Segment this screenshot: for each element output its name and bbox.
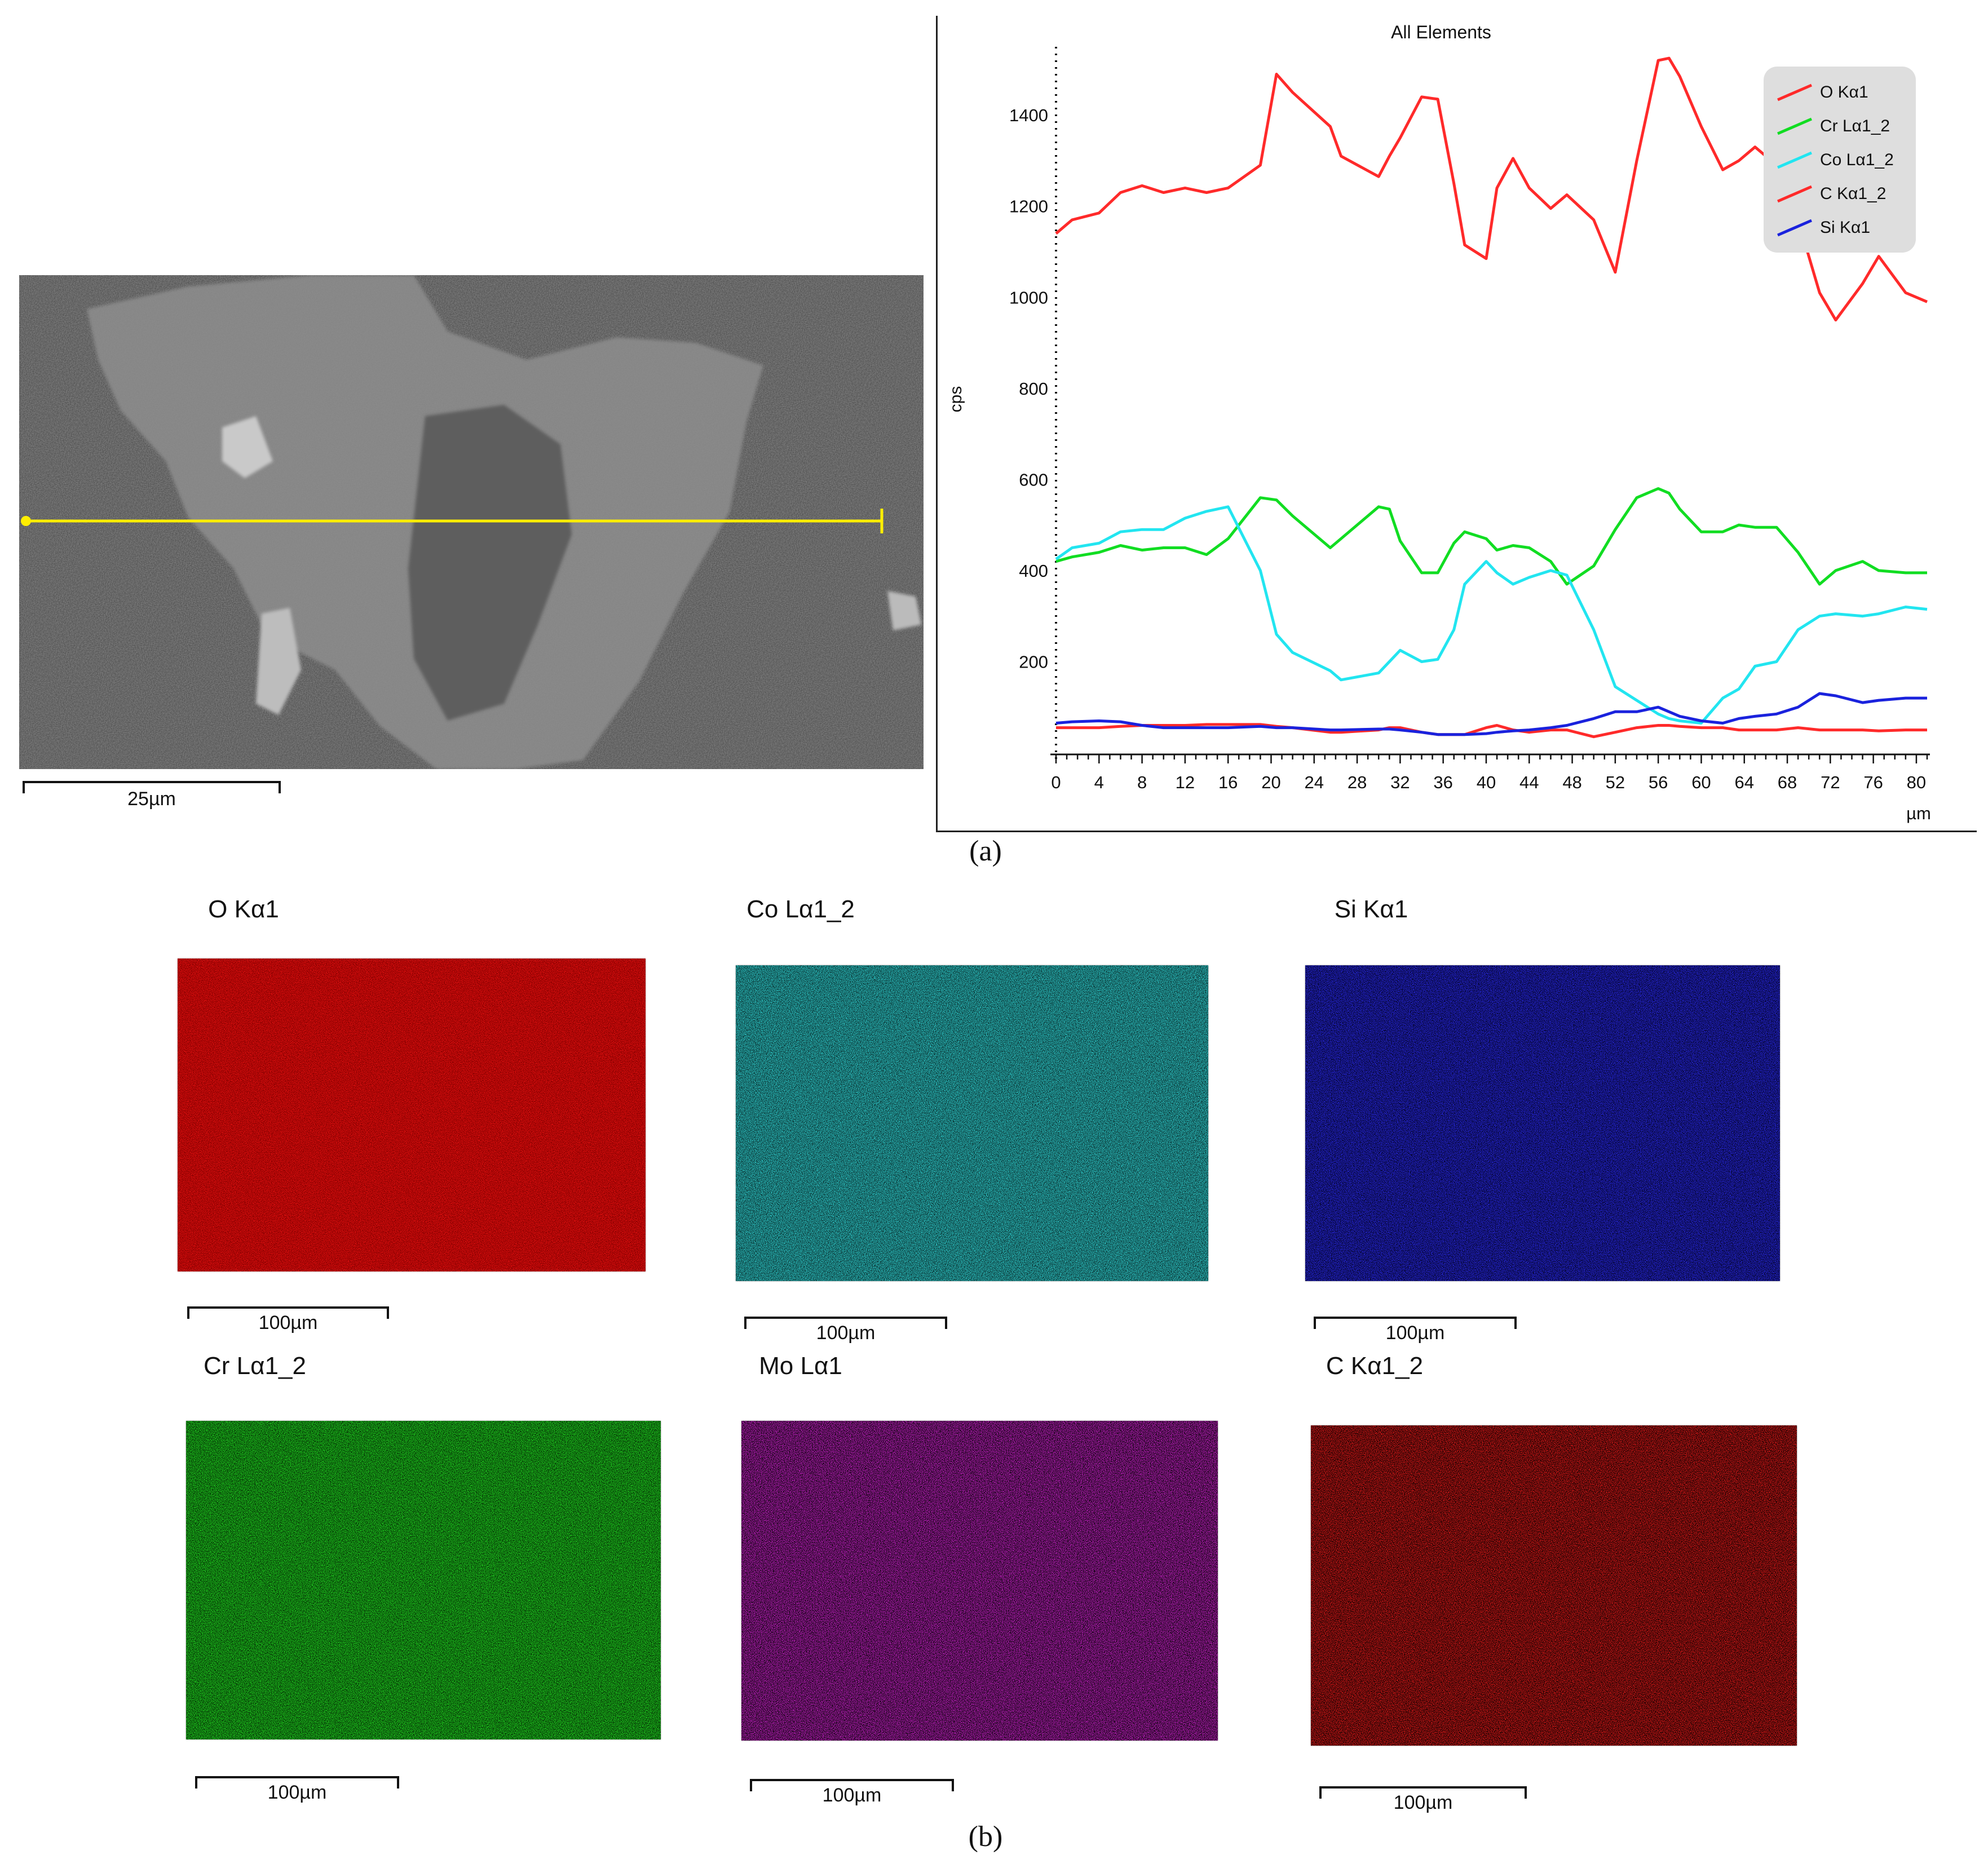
chart-title: All Elements (1391, 22, 1491, 42)
x-tick-label: 44 (1519, 772, 1539, 792)
legend-label: Co Lα1_2 (1820, 151, 1894, 169)
map-signal (1305, 965, 1780, 1281)
caption-b: (b) (968, 1821, 1003, 1853)
legend-label: O Kα1 (1820, 83, 1868, 101)
element-map-dots (736, 965, 1208, 1281)
series-line-3 (1056, 723, 1927, 739)
legend-label: Si Kα1 (1820, 218, 1870, 237)
element-map-dots (186, 1421, 661, 1739)
x-tick-label: 48 (1562, 772, 1581, 792)
sem-scale-label: 25µm (127, 788, 176, 810)
map-scale-bar (744, 1317, 947, 1329)
x-tick-label: 16 (1218, 772, 1238, 792)
map-scale-bar (1314, 1317, 1517, 1329)
caption-a: (a) (969, 835, 1002, 867)
map-signal (186, 1421, 661, 1739)
x-tick-label: 36 (1433, 772, 1452, 792)
series-line-2 (1055, 505, 1928, 725)
legend: O Kα1 Cr Lα1_2 Co Lα1_2 C Kα1_2 Si Kα1 (1764, 67, 1916, 253)
map-signal (1311, 1425, 1797, 1746)
element-map (178, 959, 646, 1271)
element-map (741, 1421, 1218, 1741)
x-tick-label: 76 (1863, 772, 1883, 792)
map-signal (736, 965, 1208, 1281)
x-tick-label: 72 (1821, 772, 1840, 792)
map-scale-label: 100µm (816, 1322, 876, 1344)
series-line-4 (1055, 692, 1927, 736)
legend-swatch (1777, 151, 1812, 169)
y-tick-label: 1200 (1009, 197, 1048, 217)
map-title: C Kα1_2 (1326, 1352, 1424, 1380)
x-axis-label: µm (1906, 803, 1931, 823)
x-tick-label: 12 (1176, 772, 1195, 792)
legend-swatch (1777, 219, 1812, 237)
map-scale-bar (750, 1779, 954, 1791)
series-line-1 (1055, 487, 1927, 586)
map-scale-label: 100µm (1393, 1792, 1453, 1813)
sem-micrograph (19, 275, 924, 769)
x-tick-label: 56 (1649, 772, 1668, 792)
map-signal (741, 1421, 1218, 1741)
y-tick-label: 1000 (1009, 288, 1048, 307)
y-tick-label: 600 (1019, 470, 1048, 489)
x-tick-label: 80 (1907, 772, 1926, 792)
legend-box (1764, 67, 1916, 253)
legend-label: C Kα1_2 (1820, 184, 1886, 203)
legend-swatch (1777, 185, 1812, 203)
x-tick-label: 52 (1606, 772, 1625, 792)
map-title: Mo Lα1 (759, 1352, 842, 1380)
element-map (1305, 965, 1780, 1281)
legend-label: Cr Lα1_2 (1820, 117, 1890, 135)
map-scale-label: 100µm (258, 1312, 318, 1333)
map-title: Cr Lα1_2 (204, 1352, 306, 1380)
map-scale-label: 100µm (1385, 1322, 1445, 1344)
element-map (1311, 1425, 1797, 1746)
map-scale-bar (187, 1306, 389, 1319)
map-title: O Kα1 (208, 895, 279, 923)
x-tick-label: 24 (1305, 772, 1324, 792)
x-tick-label: 0 (1051, 772, 1061, 792)
y-tick-label: 200 (1019, 652, 1048, 672)
x-tick-label: 20 (1261, 772, 1280, 792)
legend-swatch (1777, 83, 1812, 101)
element-map-dots (741, 1421, 1218, 1741)
element-map-dots (178, 959, 646, 1271)
y-tick-label: 1400 (1009, 105, 1048, 125)
element-map-dots (1311, 1425, 1797, 1746)
x-tick-label: 4 (1094, 772, 1104, 792)
x-tick-label: 68 (1778, 772, 1797, 792)
sem-image (19, 275, 924, 769)
x-tick-label: 64 (1734, 772, 1753, 792)
y-axis-label: cps (947, 386, 965, 413)
map-title: Si Kα1 (1334, 895, 1408, 923)
map-scale-bar (195, 1776, 399, 1788)
x-tick-label: 8 (1137, 772, 1147, 792)
element-map (186, 1421, 661, 1739)
line-scan-chart: All Elements 200 400 600 800 1000 1200 1400 0 4 8 1… (936, 16, 1977, 832)
map-scale-label: 100µm (822, 1785, 882, 1806)
legend-swatch (1777, 117, 1812, 135)
map-title: Co Lα1_2 (746, 895, 855, 923)
y-tick-label: 400 (1019, 561, 1048, 581)
element-map (736, 965, 1208, 1281)
map-scale-bar (1319, 1786, 1527, 1799)
sem-scale-bar (23, 781, 281, 793)
map-scale-label: 100µm (267, 1782, 327, 1803)
x-tick-label: 60 (1691, 772, 1711, 792)
x-tick-label: 40 (1477, 772, 1496, 792)
x-tick-label: 28 (1348, 772, 1367, 792)
y-tick-label: 800 (1019, 379, 1048, 399)
element-map-dots (1305, 965, 1780, 1281)
map-signal (178, 959, 646, 1271)
x-tick-label: 32 (1390, 772, 1410, 792)
